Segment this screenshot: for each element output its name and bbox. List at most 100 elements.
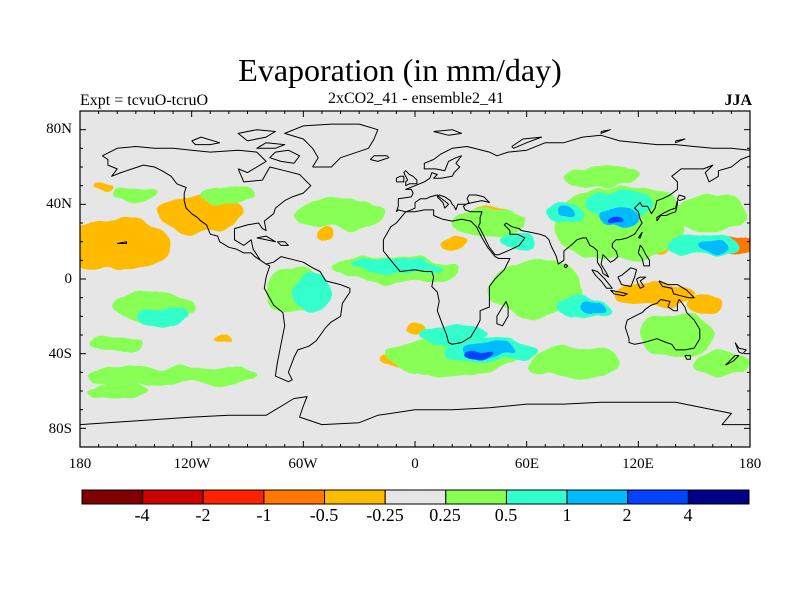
colorbar-swatch <box>445 489 507 505</box>
anomaly-region <box>418 325 486 345</box>
coastline <box>600 129 611 134</box>
anomaly-region <box>214 335 233 343</box>
anomaly-region <box>686 293 721 317</box>
coastline <box>256 235 276 243</box>
anomaly-region <box>563 167 639 186</box>
colorbar-swatch <box>687 489 750 505</box>
coastline <box>675 138 686 144</box>
colorbar-swatch <box>202 489 265 505</box>
anomaly-region <box>89 366 201 386</box>
coastline <box>403 170 418 187</box>
experiment-label: Expt = tcvuO-tcruO <box>80 92 209 109</box>
coastline <box>382 209 511 345</box>
coastline <box>117 241 127 244</box>
colorbar-swatch <box>627 489 689 505</box>
case-label: 2xCO2_41 - ensemble2_41 <box>328 90 504 107</box>
coastline <box>237 129 276 142</box>
anomaly-region <box>294 198 388 229</box>
lon-label-180e: 180 <box>738 456 762 472</box>
colorbar-label: 2 <box>622 505 632 525</box>
coastline <box>591 269 613 289</box>
anomaly-region <box>526 348 620 378</box>
coastline <box>102 146 351 383</box>
coastline <box>734 342 747 355</box>
coastline <box>276 241 289 246</box>
anomaly-region <box>200 185 257 205</box>
coastline <box>369 155 390 162</box>
coastline <box>256 142 286 149</box>
coastline <box>617 267 637 287</box>
coastline <box>636 276 647 289</box>
anomaly-region <box>91 185 114 194</box>
lon-label-180w: 180 <box>68 456 92 472</box>
anomaly-region <box>160 195 242 233</box>
anomaly-region <box>91 335 144 354</box>
anomaly-region <box>694 239 732 255</box>
colorbar-label: -4 <box>134 505 150 525</box>
coastline <box>395 175 405 183</box>
lon-label-120w: 120W <box>173 456 211 472</box>
coastline <box>637 231 643 239</box>
anomaly-region <box>675 195 750 233</box>
lat-label-80s: 80S <box>48 421 72 437</box>
map-title: Evaporation (in mm/day) <box>238 52 562 88</box>
lon-label-60e: 60E <box>514 456 540 472</box>
lat-label-40n: 40N <box>46 196 72 212</box>
coastline <box>656 200 678 222</box>
coastline <box>433 129 462 136</box>
colorbar-swatch <box>142 489 204 505</box>
axis-ticks <box>79 111 751 447</box>
colorbar-swatch <box>566 489 629 505</box>
colorbar-label: 0.25 <box>429 505 461 525</box>
coastline <box>511 136 543 149</box>
anomaly-region <box>349 258 443 274</box>
lon-label-120e: 120E <box>622 456 654 472</box>
anomaly-region <box>137 307 190 326</box>
coastline <box>624 299 701 351</box>
anomaly-region <box>465 349 496 358</box>
anomaly-region <box>452 208 527 238</box>
colorbar-label: 1 <box>562 505 572 525</box>
lat-label-40s: 40S <box>48 346 72 362</box>
coastline <box>725 355 740 366</box>
coastline <box>563 263 569 269</box>
anomaly-region <box>294 275 332 313</box>
lon-label-0: 0 <box>411 456 419 472</box>
colorbar-swatch <box>384 489 447 505</box>
coastline <box>269 149 301 164</box>
anomaly-region <box>610 219 622 227</box>
anomaly-region <box>113 187 159 203</box>
anomaly-region <box>498 234 536 250</box>
colorbar-swatch <box>324 489 386 505</box>
coastlines <box>80 123 750 426</box>
colorbar-label: -2 <box>195 505 211 525</box>
anomaly-region <box>182 366 257 386</box>
coastline <box>658 280 695 299</box>
lat-label-80n: 80N <box>46 121 72 137</box>
colorbar-label: 4 <box>683 505 693 525</box>
anomaly-region <box>638 312 713 358</box>
anomaly-region <box>694 349 750 377</box>
coastline <box>284 123 379 168</box>
anomaly-region <box>89 383 146 399</box>
anomaly-region <box>578 299 605 315</box>
coastline <box>496 301 509 327</box>
colorbar <box>81 489 750 505</box>
colorbar-label: -0.5 <box>309 505 339 525</box>
anomaly-contours <box>80 167 750 399</box>
coastline <box>395 134 750 212</box>
lat-label-eq: 0 <box>64 271 73 287</box>
coastline <box>676 194 686 202</box>
coastline <box>80 396 750 426</box>
coastline <box>610 289 628 297</box>
coastline <box>684 355 691 360</box>
colorbar-label: -0.25 <box>366 505 404 525</box>
anomaly-region <box>320 228 335 240</box>
coastline <box>637 244 650 267</box>
anomaly-region <box>556 208 572 220</box>
anomaly-region <box>80 219 174 272</box>
anomaly-region <box>586 189 654 220</box>
season-label: JJA <box>724 92 752 109</box>
colorbar-swatch <box>263 489 326 505</box>
anomaly-region <box>612 282 695 306</box>
